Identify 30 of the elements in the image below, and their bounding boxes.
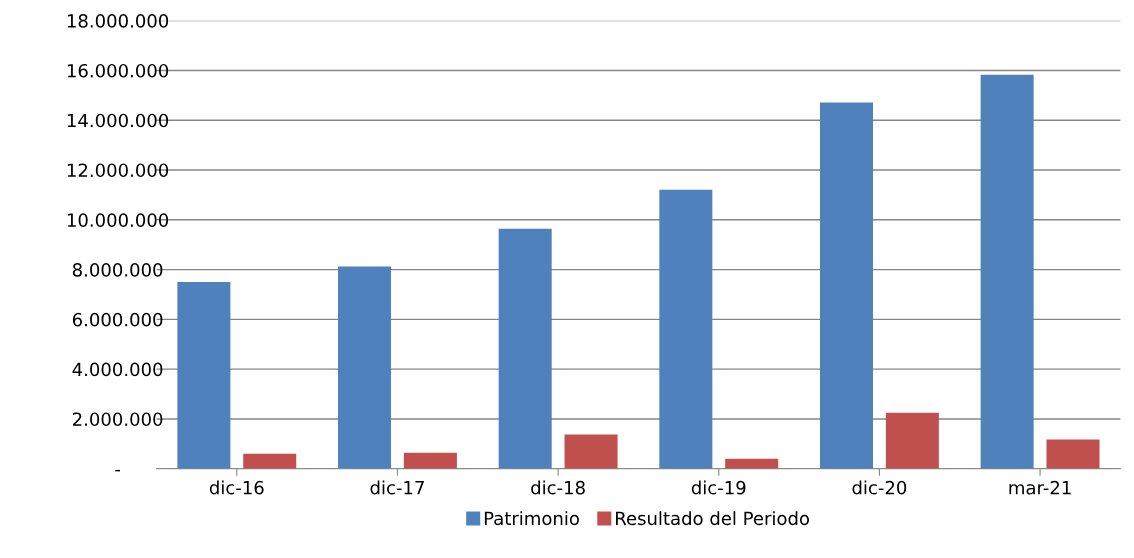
bar <box>177 282 231 469</box>
bar <box>980 74 1034 469</box>
bar <box>885 412 939 469</box>
bar <box>1046 439 1100 469</box>
y-tick-label: 4.000.000 <box>72 362 163 377</box>
y-tick-label: - <box>115 469 120 472</box>
bar <box>498 228 552 469</box>
y-tick-label: 12.000.000 <box>67 163 169 178</box>
bar <box>403 452 457 469</box>
y-tick-label: 2.000.000 <box>72 412 163 427</box>
x-tick-label: mar-21 <box>1009 480 1071 495</box>
bar <box>659 189 713 469</box>
bar <box>243 453 297 469</box>
y-tick-label: 6.000.000 <box>72 312 163 327</box>
x-tick-label: dic-18 <box>531 480 585 495</box>
y-tick-label: 18.000.000 <box>67 14 169 28</box>
x-tick-label: dic-19 <box>691 480 746 495</box>
bar <box>338 266 392 469</box>
y-tick-label: 10.000.000 <box>67 213 169 227</box>
legend-label: Resultado del Periodo <box>616 511 810 526</box>
bar <box>819 102 873 469</box>
bar <box>564 434 618 469</box>
y-tick-label: 16.000.000 <box>67 63 169 78</box>
legend-label: Patrimonio <box>484 511 579 526</box>
x-tick-label: dic-16 <box>209 480 264 495</box>
y-tick-label: 14.000.000 <box>67 113 169 128</box>
y-tick-label: 8.000.000 <box>72 263 163 277</box>
bar <box>725 458 779 469</box>
x-tick-label: dic-20 <box>852 480 907 495</box>
x-tick-label: dic-17 <box>370 480 424 495</box>
